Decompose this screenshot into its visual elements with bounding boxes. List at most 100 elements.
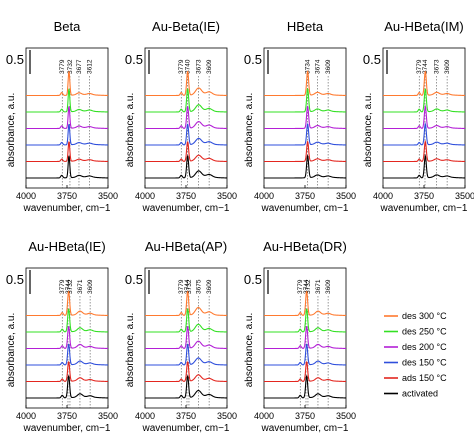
peak-label: 3744	[422, 59, 429, 74]
panel-title: HBeta	[287, 19, 324, 34]
peak-label: 3779	[297, 279, 304, 294]
peak-label: 3744	[184, 279, 191, 294]
panel-title: Au-HBeta(DR)	[263, 239, 347, 254]
series-trace	[264, 140, 346, 163]
series-trace	[383, 139, 465, 163]
scale-bar-label: 0.5	[6, 272, 24, 287]
legend-item: des 150 °C	[384, 358, 447, 368]
series-trace	[145, 375, 228, 399]
peak-label: 3612	[87, 59, 94, 74]
series-trace	[145, 308, 227, 333]
x-tick-label: 3500	[217, 191, 237, 201]
series-trace	[264, 290, 346, 317]
series-trace	[264, 375, 347, 399]
panel: Au-HBeta(IM) 0.5 absorbance, a.u. 4000 3750 3…	[363, 19, 474, 214]
panel: Au-HBeta(DR) 0.5 absorbance, a.u. 4000 3750 3…	[244, 239, 356, 434]
peak-label: 3673	[434, 59, 441, 74]
series-trace	[264, 343, 346, 366]
peak-label: 3732	[67, 279, 74, 294]
peak-label: 3779	[416, 59, 423, 74]
series-trace	[264, 87, 346, 113]
legend-label: activated	[402, 389, 438, 399]
x-tick-label: 4000	[16, 411, 36, 421]
peak-label: 3779	[59, 279, 66, 294]
panel: HBeta 0.5 absorbance, a.u. 4000 3750 3500 wave…	[244, 19, 356, 214]
peak-label: 3675	[195, 279, 202, 294]
peak-label: 3671	[315, 279, 322, 294]
x-tick-label: 3750	[176, 411, 196, 421]
peak-label: 3673	[196, 59, 203, 74]
series-trace	[264, 105, 346, 130]
x-tick-label: 3750	[57, 191, 77, 201]
series-trace	[26, 308, 108, 333]
legend-label: des 200 °C	[402, 342, 447, 352]
x-tick-label: 3500	[217, 411, 237, 421]
panel-title: Au-Beta(IE)	[152, 19, 220, 34]
peak-label: 3779	[178, 279, 185, 294]
series-trace	[145, 106, 227, 130]
panel-title: Au-HBeta(IM)	[384, 19, 463, 34]
series-trace	[26, 290, 108, 317]
series-trace	[26, 106, 108, 130]
series-trace	[383, 153, 466, 179]
series-trace	[145, 70, 227, 97]
peak-label: 3609	[87, 279, 94, 294]
peak-label: 3740	[185, 59, 192, 74]
peak-label: 3744	[65, 279, 72, 294]
panel-title: Beta	[54, 19, 82, 34]
series-trace	[26, 123, 108, 146]
x-tick-label: 3750	[295, 191, 315, 201]
series-trace	[264, 70, 346, 97]
legend: des 300 °C des 250 °C des 200 °C des 150 °C…	[384, 311, 447, 399]
x-tick-label: 3750	[414, 191, 434, 201]
series-trace	[145, 290, 227, 317]
peak-label: 3732	[186, 279, 193, 294]
series-trace	[145, 343, 227, 366]
y-axis-label: absorbance, a.u.	[6, 93, 17, 168]
legend-item: ads 150 °C	[384, 373, 447, 383]
x-tick-label: 3750	[295, 411, 315, 421]
y-axis-label: absorbance, a.u.	[125, 313, 136, 388]
series-trace	[145, 155, 228, 179]
legend-item: activated	[384, 389, 438, 399]
legend-label: des 300 °C	[402, 311, 447, 321]
panel: Au-HBeta(AP) 0.5 absorbance, a.u. 4000 3750 3…	[125, 239, 237, 434]
panel-title: Au-HBeta(IE)	[28, 239, 105, 254]
peak-label: 3744	[303, 279, 310, 294]
x-axis-label: wavenumber, cm−1	[23, 423, 111, 434]
series-trace	[26, 71, 108, 97]
scale-bar-label: 0.5	[363, 52, 381, 67]
series-trace	[26, 141, 108, 163]
series-trace	[26, 88, 108, 113]
y-axis-label: absorbance, a.u.	[125, 93, 136, 168]
series-trace	[145, 361, 227, 383]
series-trace	[26, 375, 109, 399]
panel-title: Au-HBeta(AP)	[145, 239, 227, 254]
x-tick-label: 4000	[373, 191, 393, 201]
peak-label: 3779	[59, 59, 66, 74]
legend-item: des 250 °C	[384, 327, 447, 337]
scale-bar-label: 0.5	[125, 272, 143, 287]
legend-label: des 250 °C	[402, 327, 447, 337]
legend-item: des 300 °C	[384, 311, 447, 321]
panel: Au-Beta(IE) 0.5 absorbance, a.u. 4000 3750 35…	[125, 19, 237, 214]
series-trace	[264, 123, 346, 146]
x-axis-label: wavenumber, cm−1	[261, 423, 349, 434]
peak-label: 3609	[325, 279, 332, 294]
x-tick-label: 4000	[254, 411, 274, 421]
series-trace	[26, 343, 108, 366]
scale-bar-label: 0.5	[244, 52, 262, 67]
peak-label: 3734	[305, 59, 312, 74]
panel: Au-HBeta(IE) 0.5 absorbance, a.u. 4000 3750 3…	[6, 239, 118, 434]
series-trace	[145, 123, 227, 146]
scale-bar-label: 0.5	[6, 52, 24, 67]
series-trace	[145, 88, 227, 113]
x-tick-label: 4000	[135, 191, 155, 201]
series-trace	[383, 88, 465, 113]
series-trace	[264, 361, 346, 383]
x-tick-label: 3500	[336, 411, 356, 421]
series-trace	[383, 121, 465, 146]
x-tick-label: 3500	[98, 411, 118, 421]
x-axis-label: wavenumber, cm−1	[142, 203, 230, 214]
series-trace	[145, 326, 227, 350]
